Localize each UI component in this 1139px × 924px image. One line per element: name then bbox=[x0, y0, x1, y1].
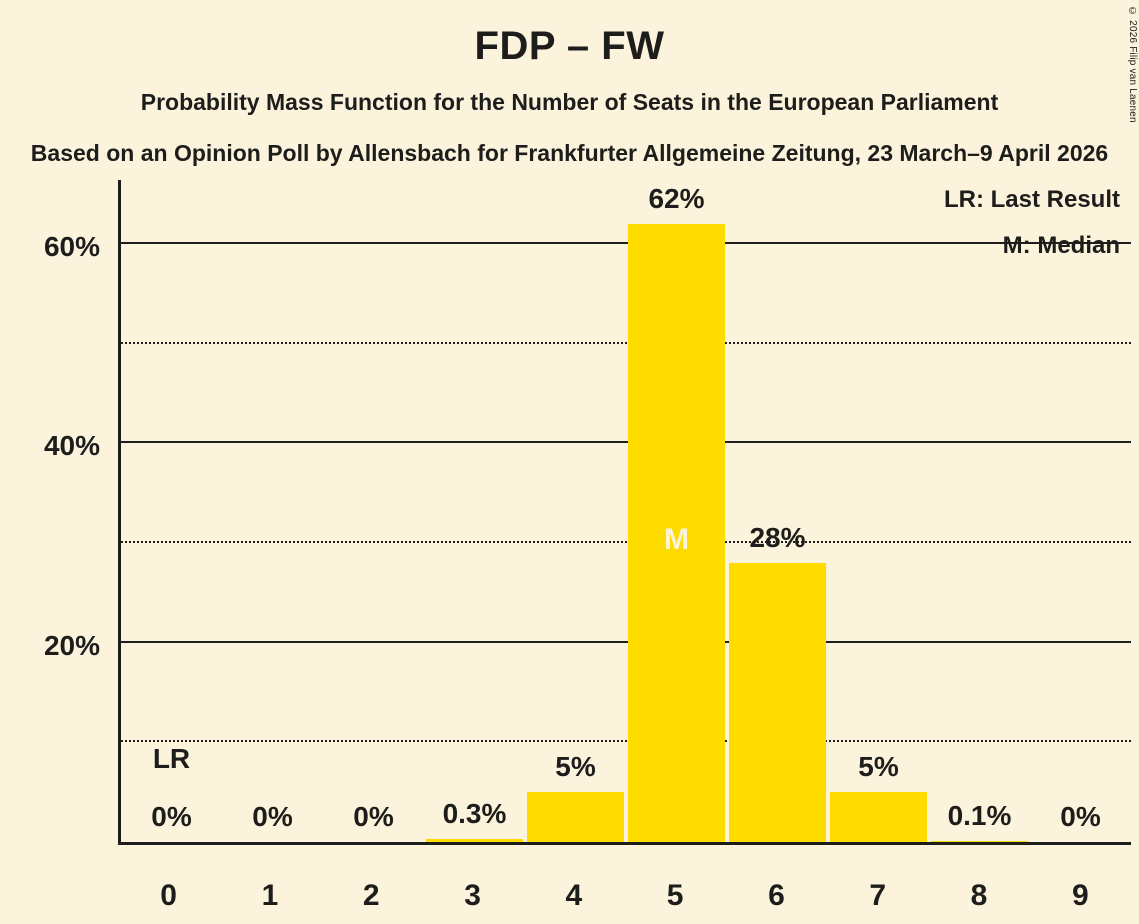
plot-area: 0% 0% 0% 0.3% 5% 62% 28% 5% 0.1% 0% M LR bbox=[118, 180, 1131, 845]
bar-seats-5 bbox=[628, 224, 725, 842]
gridline-solid bbox=[121, 640, 1131, 643]
chart-source-line: Based on an Opinion Poll by Allensbach f… bbox=[30, 140, 1109, 166]
bar-seats-4 bbox=[527, 792, 624, 842]
last-result-marker: LR bbox=[152, 743, 191, 774]
x-tick-label: 9 bbox=[1071, 879, 1089, 912]
bar-value-label: 28% bbox=[749, 521, 806, 553]
bar-value-label: 0.3% bbox=[442, 798, 507, 830]
bar-value-label: 62% bbox=[648, 183, 705, 215]
y-tick-label: 20% bbox=[43, 629, 100, 661]
bar-value-label: 0.1% bbox=[947, 800, 1012, 832]
x-tick-label: 7 bbox=[869, 879, 887, 912]
x-tick-label: 1 bbox=[261, 879, 279, 912]
gridline-dotted bbox=[121, 541, 1131, 543]
median-marker: M bbox=[664, 523, 689, 556]
bar-value-label: 5% bbox=[858, 751, 899, 783]
x-tick-label: 8 bbox=[970, 879, 988, 912]
bar-seats-7 bbox=[830, 792, 927, 842]
chart-subtitle: Probability Mass Function for the Number… bbox=[140, 89, 999, 115]
x-tick-label: 2 bbox=[362, 879, 380, 912]
x-tick-label: 3 bbox=[464, 879, 481, 912]
gridline-dotted bbox=[121, 341, 1131, 344]
copyright-notice: © 2026 Filip van Laenen bbox=[1127, 6, 1138, 123]
bar-seats-6 bbox=[729, 562, 826, 842]
x-tick-label: 4 bbox=[565, 879, 583, 912]
x-tick-label: 0 bbox=[160, 879, 177, 912]
gridline-solid bbox=[121, 242, 1131, 244]
x-tick-label: 6 bbox=[768, 879, 785, 912]
gridline-solid bbox=[121, 441, 1131, 444]
bar-value-label: 0% bbox=[1060, 801, 1101, 832]
y-axis-labels: 20% 40% 60% bbox=[0, 180, 100, 845]
legend-last-result: LR: Last Result bbox=[943, 186, 1120, 213]
bar-value-label: 0% bbox=[252, 801, 293, 832]
bar-value-label: 0% bbox=[151, 801, 192, 832]
y-tick-label: 60% bbox=[43, 231, 100, 262]
chart-title: FDP – FW bbox=[474, 24, 665, 68]
x-axis-labels: 0 1 2 3 4 5 6 7 8 9 bbox=[118, 878, 1131, 914]
gridline-dotted bbox=[121, 740, 1131, 743]
bar-value-label: 5% bbox=[555, 751, 596, 783]
legend-median: M: Median bbox=[1002, 232, 1120, 259]
bar-value-label: 0% bbox=[353, 801, 394, 832]
bar-seats-8 bbox=[931, 841, 1028, 842]
x-tick-label: 5 bbox=[666, 879, 684, 912]
y-tick-label: 40% bbox=[43, 430, 100, 462]
bar-seats-3 bbox=[426, 839, 523, 842]
